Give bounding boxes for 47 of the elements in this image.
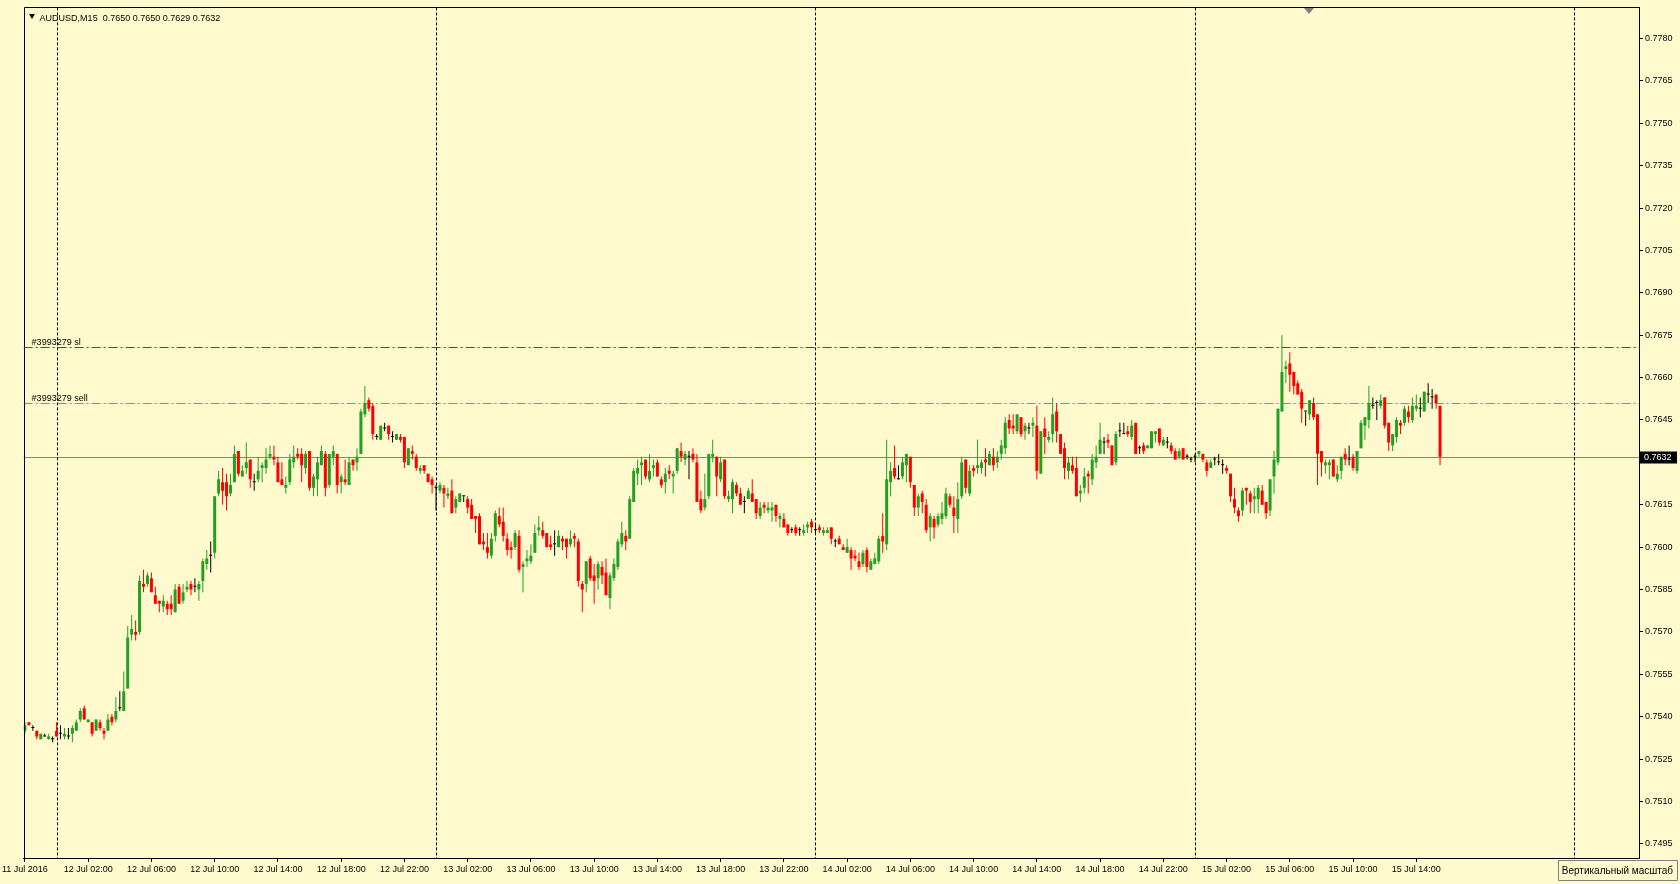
x-tick-label: 13 Jul 14:00 [632,863,682,874]
y-tick-label: 0.7525 [1645,753,1673,764]
ref-line-label: #3993279 sell [31,392,88,403]
x-tick-label: 12 Jul 14:00 [253,863,303,874]
x-tick-label: 15 Jul 14:00 [1391,863,1441,874]
x-tick-label: 12 Jul 02:00 [63,863,113,874]
x-tick-label: 14 Jul 10:00 [949,863,999,874]
x-tick-label: 15 Jul 02:00 [1202,863,1252,874]
x-tick-label: 15 Jul 10:00 [1328,863,1378,874]
x-tick-label: 11 Jul 2016 [2,863,48,874]
ref-line-label: 0.7632 [1644,451,1672,462]
y-tick-label: 0.7675 [1645,329,1673,340]
y-tick-label: 0.7555 [1645,668,1673,679]
x-tick-label: 15 Jul 06:00 [1265,863,1315,874]
y-tick-label: 0.7540 [1645,711,1673,722]
y-tick-label: 0.7570 [1645,626,1673,637]
text: Вертикальный масштаб [1561,864,1674,876]
x-tick-label: 14 Jul 02:00 [822,863,872,874]
y-tick-label: 0.7660 [1645,372,1673,383]
y-tick-label: 0.7750 [1645,117,1673,128]
x-tick-label: 12 Jul 18:00 [316,863,366,874]
y-tick-label: 0.7780 [1645,32,1673,43]
y-tick-label: 0.7510 [1645,795,1673,806]
x-tick-label: 13 Jul 06:00 [506,863,556,874]
x-tick-label: 14 Jul 22:00 [1138,863,1188,874]
y-tick-label: 0.7720 [1645,202,1673,213]
y-tick-label: 0.7645 [1645,414,1673,425]
y-tick-label: 0.7765 [1645,75,1673,86]
x-tick-label: 14 Jul 06:00 [885,863,935,874]
x-tick-label: 12 Jul 22:00 [379,863,429,874]
ref-line-label: #3993279 sl [31,336,81,347]
x-tick-label: 13 Jul 02:00 [443,863,493,874]
x-tick-label: 13 Jul 22:00 [759,863,809,874]
x-tick-label: 12 Jul 10:00 [190,863,240,874]
y-tick-label: 0.7735 [1645,160,1673,171]
x-tick-label: 12 Jul 06:00 [126,863,176,874]
y-tick-label: 0.7615 [1645,499,1673,510]
x-tick-label: 13 Jul 18:00 [696,863,746,874]
x-tick-label: 14 Jul 14:00 [1012,863,1062,874]
y-tick-label: 0.7495 [1645,838,1673,849]
y-tick-label: 0.7690 [1645,287,1673,298]
y-tick-label: 0.7585 [1645,584,1673,595]
y-tick-label: 0.7705 [1645,244,1673,255]
x-tick-label: 13 Jul 10:00 [569,863,619,874]
text: AUDUSD,M15 0.7650 0.7650 0.7629 0.7632 [39,13,221,24]
y-tick-label: 0.7600 [1645,541,1673,552]
x-tick-label: 14 Jul 18:00 [1075,863,1125,874]
